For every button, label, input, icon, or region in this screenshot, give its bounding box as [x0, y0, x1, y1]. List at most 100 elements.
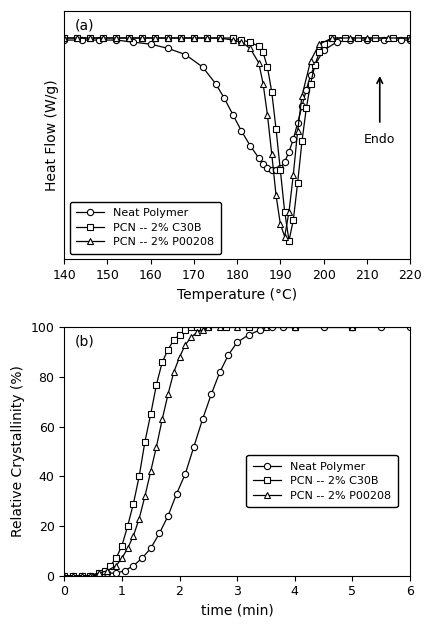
Line: PCN -- 2% C30B: PCN -- 2% C30B: [61, 325, 355, 579]
PCN -- 2% P00208: [183, 341, 188, 348]
PCN -- 2% P00208: [87, 572, 93, 579]
Neat Polymer: [321, 47, 326, 54]
PCN -- 2% C30B: [292, 324, 297, 331]
PCN -- 2% P00208: [248, 45, 253, 52]
Neat Polymer: [281, 324, 286, 331]
Text: (a): (a): [74, 19, 94, 33]
Neat Polymer: [96, 572, 101, 579]
PCN -- 2% C30B: [265, 63, 270, 70]
Line: PCN -- 2% P00208: PCN -- 2% P00208: [61, 325, 355, 579]
PCN -- 2% C30B: [299, 138, 304, 145]
Neat Polymer: [295, 119, 300, 126]
Neat Polymer: [200, 63, 205, 70]
Neat Polymer: [61, 572, 67, 579]
PCN -- 2% P00208: [265, 111, 270, 118]
PCN -- 2% C30B: [125, 522, 130, 530]
Neat Polymer: [217, 369, 223, 376]
Neat Polymer: [165, 45, 171, 52]
PCN -- 2% P00208: [177, 353, 182, 361]
PCN -- 2% C30B: [295, 179, 300, 187]
PCN -- 2% C30B: [191, 34, 197, 42]
PCN -- 2% C30B: [230, 34, 236, 42]
Neat Polymer: [113, 36, 119, 44]
Neat Polymer: [261, 160, 266, 168]
PCN -- 2% C30B: [142, 438, 148, 445]
PCN -- 2% C30B: [87, 572, 93, 579]
PCN -- 2% P00208: [70, 572, 75, 579]
Neat Polymer: [334, 38, 339, 46]
PCN -- 2% C30B: [248, 38, 253, 46]
PCN -- 2% C30B: [350, 324, 355, 331]
PCN -- 2% C30B: [194, 324, 200, 331]
PCN -- 2% P00208: [126, 34, 132, 42]
Neat Polymer: [113, 569, 119, 577]
PCN -- 2% P00208: [206, 324, 211, 331]
Neat Polymer: [248, 142, 253, 149]
PCN -- 2% C30B: [390, 34, 395, 42]
PCN -- 2% C30B: [136, 472, 142, 480]
PCN -- 2% C30B: [139, 34, 145, 42]
Text: (b): (b): [74, 335, 94, 349]
PCN -- 2% P00208: [125, 545, 130, 552]
PCN -- 2% C30B: [177, 331, 182, 338]
PCN -- 2% P00208: [317, 40, 322, 48]
Neat Polymer: [200, 416, 205, 423]
PCN -- 2% P00208: [105, 567, 110, 574]
PCN -- 2% P00208: [200, 326, 205, 333]
PCN -- 2% P00208: [113, 562, 119, 569]
PCN -- 2% P00208: [350, 324, 355, 331]
Neat Polymer: [79, 36, 84, 44]
PCN -- 2% P00208: [299, 92, 304, 99]
PCN -- 2% P00208: [188, 333, 194, 341]
PCN -- 2% C30B: [165, 34, 171, 42]
PCN -- 2% C30B: [223, 324, 228, 331]
PCN -- 2% C30B: [308, 80, 313, 87]
PCN -- 2% C30B: [373, 34, 378, 42]
PCN -- 2% P00208: [235, 324, 240, 331]
PCN -- 2% P00208: [364, 34, 369, 42]
PCN -- 2% P00208: [263, 324, 268, 331]
PCN -- 2% C30B: [246, 324, 251, 331]
Neat Polymer: [304, 86, 309, 94]
PCN -- 2% P00208: [178, 34, 184, 42]
PCN -- 2% P00208: [154, 443, 159, 450]
Neat Polymer: [235, 338, 240, 346]
Neat Polymer: [61, 36, 67, 44]
PCN -- 2% P00208: [295, 127, 300, 135]
Text: Endo: Endo: [364, 133, 395, 146]
PCN -- 2% P00208: [165, 34, 171, 42]
Neat Polymer: [299, 103, 304, 110]
PCN -- 2% P00208: [230, 36, 236, 44]
PCN -- 2% C30B: [269, 88, 275, 96]
PCN -- 2% P00208: [131, 532, 136, 540]
PCN -- 2% P00208: [96, 569, 101, 577]
Neat Polymer: [105, 569, 110, 577]
X-axis label: time (min): time (min): [201, 604, 274, 618]
PCN -- 2% C30B: [148, 411, 153, 418]
PCN -- 2% C30B: [282, 208, 287, 216]
Neat Polymer: [269, 167, 275, 174]
Neat Polymer: [308, 72, 313, 79]
PCN -- 2% P00208: [79, 572, 84, 579]
PCN -- 2% C30B: [178, 34, 184, 42]
Line: Neat Polymer: Neat Polymer: [61, 325, 413, 579]
PCN -- 2% P00208: [217, 34, 223, 42]
Neat Polymer: [79, 572, 84, 579]
Neat Polymer: [96, 36, 101, 44]
PCN -- 2% P00208: [330, 34, 335, 42]
Neat Polymer: [278, 165, 283, 172]
Neat Polymer: [407, 36, 413, 44]
PCN -- 2% P00208: [152, 34, 158, 42]
Neat Polymer: [209, 391, 214, 398]
Neat Polymer: [399, 36, 404, 44]
X-axis label: Temperature (°C): Temperature (°C): [177, 287, 297, 301]
PCN -- 2% C30B: [160, 359, 165, 366]
Neat Polymer: [291, 136, 296, 143]
Neat Polymer: [222, 94, 227, 102]
Neat Polymer: [407, 324, 413, 331]
PCN -- 2% P00208: [165, 391, 171, 398]
Neat Polymer: [282, 159, 287, 166]
Neat Polymer: [312, 61, 317, 69]
PCN -- 2% C30B: [100, 34, 106, 42]
PCN -- 2% C30B: [286, 237, 291, 245]
